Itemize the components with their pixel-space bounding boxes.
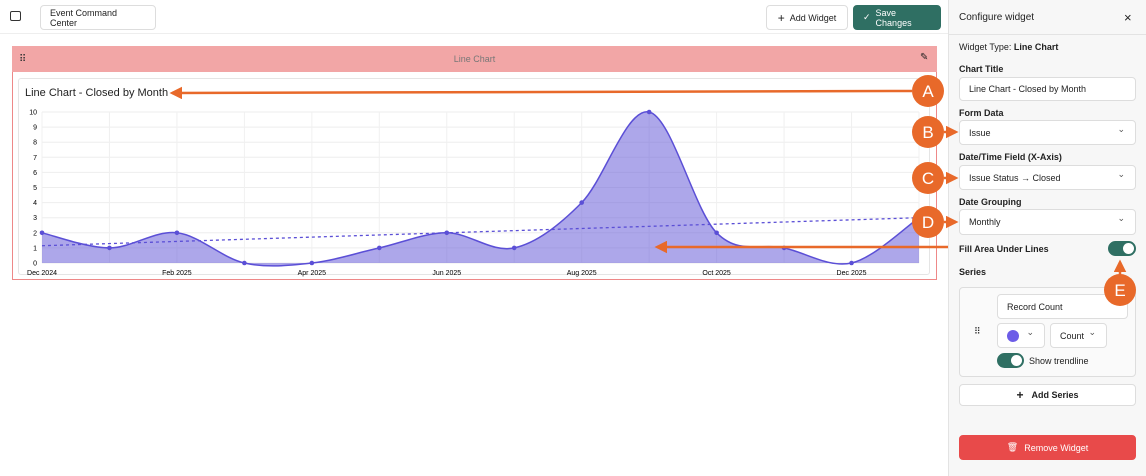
point	[781, 245, 787, 251]
date-grouping-select[interactable]: Monthly	[959, 209, 1136, 235]
date-field-select[interactable]: Issue Status → Closed	[959, 165, 1136, 190]
x-tick-label: Dec 2024	[27, 270, 57, 277]
value: Issue	[969, 127, 991, 138]
y-tick-label: 5	[33, 185, 37, 192]
widget-type: Widget Type: Line Chart	[959, 42, 1058, 52]
y-tick-label: 0	[33, 261, 37, 268]
y-tick-label: 2	[33, 230, 37, 237]
field-label: Form Data	[959, 108, 1004, 118]
chart: 0 1 2 3 4 5 6 7 8 9 10 Dec 2024 Feb 2025 Apr 2025 Jun …	[27, 109, 922, 277]
field-label: Chart Title	[959, 64, 1004, 74]
point	[916, 215, 922, 220]
dashboard-name-input[interactable]: Event Command Center	[40, 5, 156, 30]
point	[174, 230, 180, 236]
point	[107, 245, 112, 251]
point	[714, 230, 719, 236]
x-tick-label: Apr 2025	[298, 270, 327, 277]
color-select[interactable]	[997, 323, 1045, 348]
label: Save Changes	[875, 7, 912, 28]
value: Line Chart	[1013, 42, 1059, 52]
icon: +	[1016, 388, 1024, 402]
point	[39, 230, 45, 236]
add-widget-button[interactable]: + Add Widget	[766, 5, 848, 30]
value: Issue Status → Closed	[969, 172, 1061, 183]
point	[646, 109, 652, 115]
point	[377, 245, 382, 251]
label: Add Series	[1031, 390, 1079, 400]
point	[579, 200, 584, 205]
y-tick-label: 7	[33, 155, 37, 162]
add-series-button[interactable]: + Add Series	[959, 384, 1136, 406]
panel-title: Configure widget	[959, 12, 1035, 23]
x-tick-label: Feb 2025	[162, 270, 192, 277]
sidebar-toggle[interactable]	[10, 11, 21, 21]
form-data-select[interactable]: Issue	[959, 120, 1136, 145]
edit-icon[interactable]: ✎	[920, 52, 929, 63]
y-tick-label: 10	[29, 110, 37, 117]
trendline-label: Show trendline	[1029, 356, 1089, 366]
save-button[interactable]: ✓ Save Changes	[853, 5, 941, 30]
icon: 🗑	[1006, 442, 1019, 452]
fill-toggle[interactable]	[1108, 241, 1136, 256]
series-drag-handle[interactable]: ⠿	[974, 326, 981, 336]
area	[42, 111, 919, 266]
label: Add Widget	[789, 12, 837, 23]
x-tick-label: Dec 2025	[837, 270, 867, 277]
chart-title-input[interactable]: Line Chart - Closed by Month	[959, 77, 1136, 101]
chart-title: Line Chart - Closed by Month	[25, 87, 169, 99]
x-tick-label: Oct 2025	[702, 270, 731, 277]
point	[444, 230, 450, 236]
widget-title: Line Chart	[453, 54, 496, 64]
field-label: Fill Area Under Lines	[959, 244, 1049, 254]
y-tick-label: 9	[33, 125, 37, 132]
trendline-toggle[interactable]	[997, 353, 1024, 368]
drag-handle[interactable]: ⠿	[19, 54, 27, 65]
point	[511, 245, 517, 251]
series-name-input[interactable]: Record Count	[997, 294, 1128, 319]
field-label: Series	[959, 267, 987, 277]
y-tick-label: 1	[33, 245, 37, 252]
y-tick-label: 3	[33, 215, 37, 222]
divider	[948, 34, 1146, 35]
point	[849, 260, 854, 266]
x-tick-label: Aug 2025	[567, 270, 597, 277]
close-button[interactable]: ×	[1124, 10, 1132, 25]
color-swatch	[1007, 329, 1019, 342]
y-tick-label: 6	[33, 170, 37, 177]
aggregation-select[interactable]: Count	[1050, 323, 1107, 348]
label: Remove Widget	[1024, 442, 1089, 453]
y-tick-label: 8	[33, 140, 37, 147]
trendline	[41, 217, 920, 247]
label: Widget Type:	[959, 42, 1012, 52]
value: Monthly	[969, 217, 1001, 227]
toolbar	[0, 0, 948, 34]
remove-widget-button[interactable]: 🗑 Remove Widget	[959, 435, 1136, 460]
point	[242, 260, 247, 266]
icon: +	[777, 10, 785, 25]
icon: ✓	[863, 12, 871, 22]
point	[309, 260, 315, 266]
field-label: Date Grouping	[959, 197, 1022, 207]
y-tick-label: 4	[33, 200, 37, 207]
x-tick-label: Jun 2025	[432, 270, 461, 277]
field-label: Date/Time Field (X-Axis)	[959, 152, 1062, 162]
value: Count	[1060, 330, 1085, 341]
widget-header[interactable]: Line Chart	[12, 46, 937, 72]
